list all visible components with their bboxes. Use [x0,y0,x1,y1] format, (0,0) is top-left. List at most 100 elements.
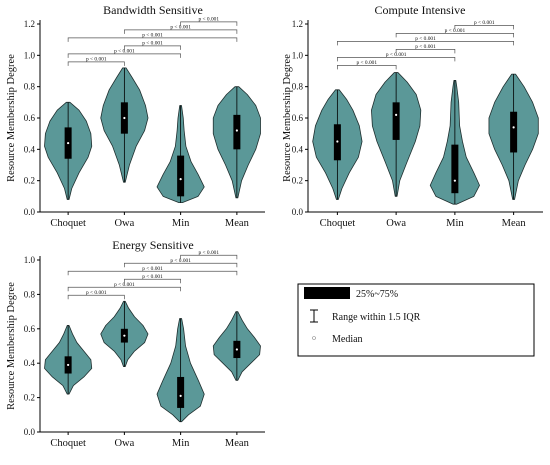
significance-label: p < 0.001 [415,44,436,50]
median-dot-mean [512,126,515,129]
x-tick-label: Owa [114,438,134,449]
significance-label: p < 0.001 [142,33,163,39]
x-tick-label: Mean [225,438,250,449]
iqr-box-mean [233,114,241,150]
x-tick-label: Mean [225,218,250,229]
panel-compute-intensive: Compute Intensive Resource Membership Deg… [282,3,543,229]
significance-bracket [395,33,514,38]
significance-bracket [67,270,238,276]
y-tick-label: 0.8 [24,82,36,92]
x-tick-label: Choquet [50,218,86,229]
significance-bracket [124,29,238,34]
significance-bracket [67,294,125,300]
legend-median-label: Median [332,334,363,345]
significance-label: p < 0.001 [415,36,436,42]
legend-median-marker [312,336,316,340]
legend-box-swatch [304,287,350,299]
median-dot-min [179,178,182,181]
y-tick-label: 0.6 [24,113,36,123]
y-tick-label: 0.8 [292,82,304,92]
iqr-box-mean [510,111,518,153]
significance-bracket [337,41,514,46]
significance-bracket [124,278,181,284]
y-tick-label: 0.0 [292,207,304,217]
y-axis-label: Resource Membership Degree [6,282,17,410]
panel-title: Energy Sensitive [112,238,193,252]
significance-label: p < 0.001 [474,20,495,26]
y-tick-label: 0.2 [24,176,35,186]
iqr-box-min [451,144,459,194]
iqr-box-min [177,155,185,197]
y-tick-label: 0.0 [24,427,36,437]
significance-bracket [395,49,456,54]
significance-label: p < 0.001 [86,57,107,63]
median-dot-choquet [67,141,70,145]
legend: 25%~75% Range within 1.5 IQR Median [297,283,535,357]
y-tick-label: 0.8 [24,289,36,299]
significance-bracket [67,53,181,58]
iqr-box-owa [392,102,400,140]
panel-title: Compute Intensive [375,3,466,17]
x-tick-label: Owa [114,218,134,229]
legend-range-icon [310,309,318,323]
legend-range-label: Range within 1.5 IQR [332,312,421,323]
significance-label: p < 0.001 [386,52,407,58]
iqr-box-min [177,376,185,408]
significance-label: p < 0.001 [170,25,191,31]
y-axis-label: Resource Membership Degree [282,54,293,182]
median-dot-mean [235,348,238,351]
median-dot-owa [123,116,126,120]
panel-title: Bandwidth Sensitive [103,3,203,17]
significance-bracket [180,254,238,260]
significance-label: p < 0.001 [114,49,135,55]
significance-label: p < 0.001 [198,250,219,256]
y-tick-label: 1.0 [24,50,36,60]
median-dot-owa [395,113,398,116]
significance-label: p < 0.001 [142,41,163,47]
y-tick-label: 0.4 [24,144,36,154]
median-dot-owa [123,334,126,337]
significance-label: p < 0.001 [142,274,163,280]
x-tick-label: Choquet [50,438,86,449]
median-dot-min [179,394,182,397]
x-tick-label: Owa [386,218,406,229]
x-tick-label: Mean [502,218,527,229]
significance-label: p < 0.001 [142,266,163,272]
y-tick-label: 0.2 [292,176,303,186]
y-axis-label: Resource Membership Degree [6,54,17,182]
significance-label: p < 0.001 [356,60,377,66]
y-tick-label: 0.6 [24,324,36,334]
median-dot-mean [235,129,238,132]
median-dot-min [453,179,456,182]
y-tick-label: 1.2 [292,19,303,29]
significance-bracket [124,262,238,268]
y-tick-label: 0.4 [24,358,36,368]
significance-bracket [124,45,181,50]
significance-bracket [67,61,125,66]
significance-label: p < 0.001 [170,258,191,264]
x-tick-label: Choquet [320,218,356,229]
panel-energy-sensitive: Energy Sensitive Resource Membership Degr… [6,238,265,449]
significance-label: p < 0.001 [198,17,219,23]
significance-label: p < 0.001 [86,290,107,296]
significance-bracket [454,25,514,30]
y-tick-label: 0.6 [292,113,304,123]
significance-bracket [337,57,456,62]
y-tick-label: 0.2 [24,393,35,403]
median-dot-choquet [67,363,70,367]
y-tick-label: 0.4 [292,144,304,154]
significance-bracket [67,286,181,292]
significance-label: p < 0.001 [445,28,466,34]
significance-bracket [337,65,397,70]
y-tick-label: 1.2 [24,19,35,29]
y-tick-label: 0.0 [24,207,36,217]
x-tick-label: Min [172,438,190,449]
median-dot-choquet [336,140,339,143]
significance-bracket [180,21,238,26]
panel-bandwidth-sensitive: Bandwidth Sensitive Resource Membership D… [6,3,265,229]
x-tick-label: Min [172,218,190,229]
significance-bracket [67,37,238,42]
significance-label: p < 0.001 [114,282,135,288]
x-tick-label: Min [446,218,464,229]
